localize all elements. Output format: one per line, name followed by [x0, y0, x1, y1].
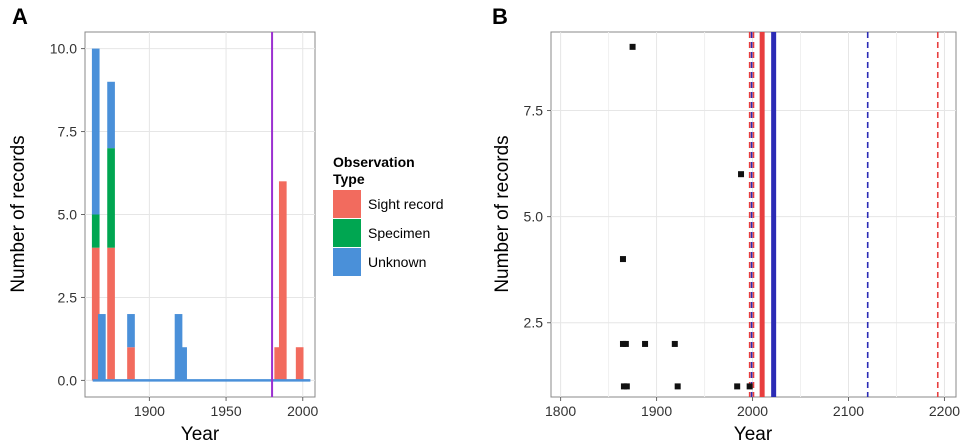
- bar-segment-unknown: [179, 347, 187, 381]
- legend-swatch-unknown: [333, 248, 361, 276]
- panel-a-letter: A: [12, 4, 28, 29]
- panel-b-points: [619, 43, 753, 390]
- panel-b-x-tick-label: 2100: [833, 403, 864, 419]
- scatter-point: [746, 383, 753, 390]
- scatter-point: [738, 171, 745, 178]
- panel-a-y-tick-label: 0.0: [58, 372, 78, 388]
- panel-a-y-tick-label: 5.0: [58, 207, 78, 223]
- panel-a-y-ticks: 0.0 2.5 5.0 7.5 10.0: [50, 41, 85, 388]
- panel-a-overlay: [92, 32, 311, 397]
- panel-b-x-tick-label: 1900: [641, 403, 672, 419]
- bar-segment-sight: [278, 181, 287, 381]
- legend-title-line2: Type: [333, 171, 365, 187]
- panel-b-x-tick-label: 1800: [545, 403, 576, 419]
- scatter-point: [734, 383, 741, 390]
- bar-segment-unknown: [91, 48, 100, 215]
- panel-a-x-ticks: 1900 1950 2000: [134, 397, 319, 419]
- panel-a-x-tick-label: 1950: [210, 403, 241, 419]
- panel-a-y-axis-title: Number of records: [8, 135, 29, 292]
- panel-a-x-tick-label: 1900: [134, 403, 165, 419]
- bar-segment-unknown: [127, 314, 135, 348]
- legend-title-line1: Observation: [333, 154, 415, 170]
- scatter-point: [623, 383, 630, 390]
- panel-b-x-tick-label: 2000: [737, 403, 768, 419]
- bar-segment-sight: [107, 247, 115, 381]
- scatter-point: [642, 340, 649, 347]
- panel-b: 1800 1900 2000 2100 2200 2.5 5.0 7.5 Year Numb…: [492, 31, 960, 445]
- panel-b-x-ticks: 1800 1900 2000 2100 2200: [545, 397, 960, 419]
- panel-a-bars: [91, 48, 304, 381]
- bar-segment-sight: [295, 347, 304, 381]
- panel-a-grid: [85, 32, 315, 397]
- scatter-point: [674, 383, 681, 390]
- scatter-point: [671, 340, 678, 347]
- scatter-point: [619, 256, 626, 263]
- panel-b-y-ticks: 2.5 5.0 7.5: [524, 103, 551, 331]
- panel-b-reference-lines: [748, 32, 939, 397]
- panel-b-y-tick-label: 7.5: [524, 103, 544, 119]
- panel-b-x-axis-title: Year: [734, 424, 773, 445]
- bar-segment-unknown: [107, 81, 115, 149]
- legend-swatch-sight-record: [333, 190, 361, 218]
- panel-b-y-axis-title: Number of records: [492, 135, 513, 292]
- bar-segment-unknown: [174, 314, 183, 381]
- bar-segment-sight: [274, 347, 283, 381]
- bar-segment-unknown: [98, 314, 106, 381]
- legend-label-unknown: Unknown: [368, 254, 426, 270]
- legend-label-sight-record: Sight record: [368, 196, 443, 212]
- legend-label-specimen: Specimen: [368, 225, 430, 241]
- panel-a-y-tick-label: 10.0: [50, 41, 77, 57]
- panel-a-y-tick-label: 2.5: [58, 289, 78, 305]
- scatter-point: [629, 43, 636, 50]
- panel-b-y-tick-label: 5.0: [524, 209, 544, 225]
- bar-segment-specimen: [107, 148, 115, 248]
- bar-segment-specimen: [91, 214, 100, 248]
- bar-segment-sight: [91, 247, 100, 381]
- scatter-point: [622, 340, 629, 347]
- bar-segment-sight: [127, 347, 135, 381]
- legend-swatch-specimen: [333, 219, 361, 247]
- panel-a-x-tick-label: 2000: [287, 403, 318, 419]
- panel-a: 1900 1950 2000 0.0 2.5 5.0 7.5 10.0 Year Numbe…: [8, 31, 319, 445]
- panel-b-x-tick-label: 2200: [929, 403, 960, 419]
- panel-b-letter: B: [492, 4, 508, 29]
- legend: Observation Type Sight record Specimen U…: [333, 154, 443, 276]
- panel-b-y-tick-label: 2.5: [524, 315, 544, 331]
- panel-a-x-axis-title: Year: [181, 424, 220, 445]
- panel-a-y-tick-label: 7.5: [58, 124, 78, 140]
